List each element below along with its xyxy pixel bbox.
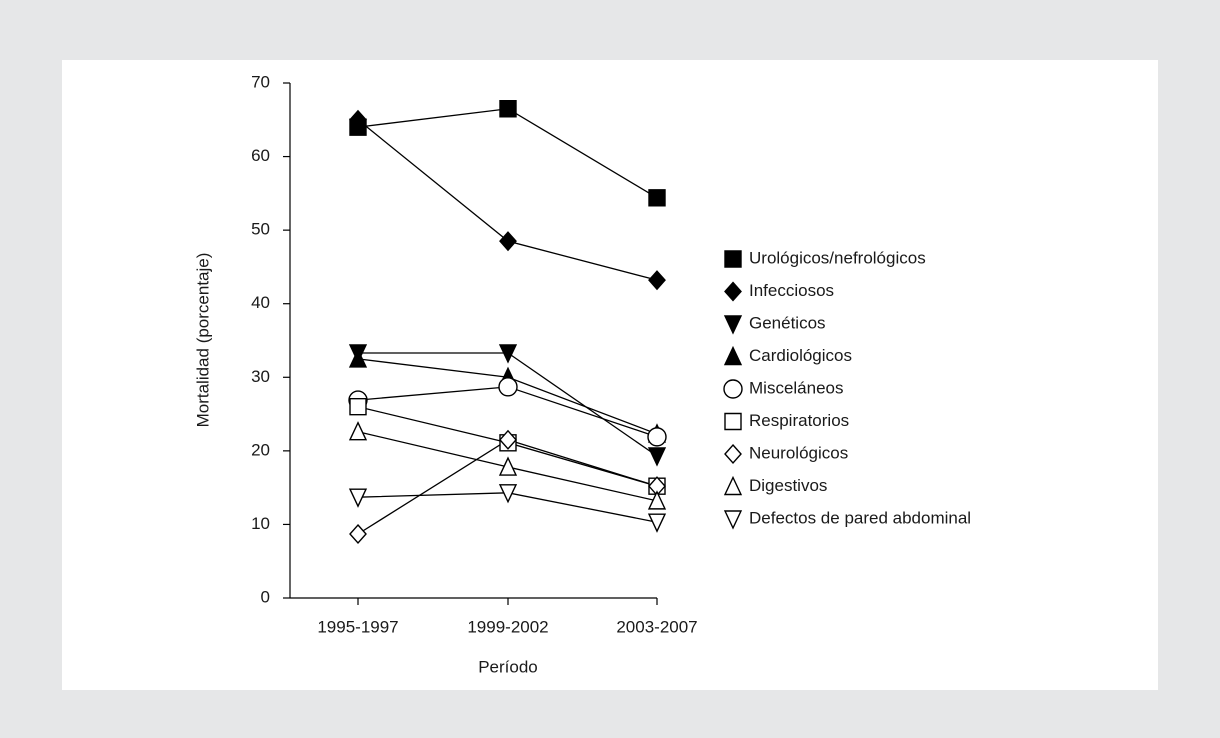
x-tick-label: 2003-2007 bbox=[616, 617, 697, 636]
legend-label: Genéticos bbox=[749, 313, 826, 332]
marker bbox=[348, 488, 368, 508]
marker bbox=[499, 231, 517, 252]
y-tick-label: 10 bbox=[251, 514, 270, 533]
marker bbox=[647, 427, 667, 447]
legend-label: Misceláneos bbox=[749, 378, 844, 397]
y-axis-label: Mortalidad (porcentaje) bbox=[193, 253, 212, 428]
y-tick-label: 0 bbox=[261, 587, 270, 606]
x-axis-label: Período bbox=[478, 657, 538, 676]
marker bbox=[498, 344, 518, 364]
y-tick-label: 70 bbox=[251, 72, 270, 91]
legend-label: Urológicos/nefrológicos bbox=[749, 248, 926, 267]
marker bbox=[648, 270, 666, 291]
legend-label: Digestivos bbox=[749, 476, 827, 495]
legend-marker bbox=[723, 315, 743, 335]
marker bbox=[499, 100, 517, 118]
marker bbox=[349, 109, 367, 130]
chart-panel bbox=[62, 60, 1158, 690]
marker bbox=[647, 447, 667, 467]
marker bbox=[498, 377, 518, 397]
y-tick-label: 30 bbox=[251, 367, 270, 386]
marker bbox=[349, 523, 367, 545]
marker bbox=[499, 429, 517, 450]
marker bbox=[647, 513, 667, 533]
marker bbox=[498, 456, 518, 476]
legend-label: Cardiológicos bbox=[749, 346, 852, 365]
legend-label: Respiratorios bbox=[749, 411, 849, 430]
y-tick-label: 50 bbox=[251, 220, 270, 239]
legend-marker bbox=[723, 475, 743, 496]
marker bbox=[348, 421, 368, 441]
marker bbox=[648, 189, 666, 207]
legend-marker bbox=[723, 510, 743, 530]
x-tick-label: 1995-1997 bbox=[317, 617, 398, 636]
marker bbox=[647, 490, 667, 510]
legend-marker bbox=[723, 345, 743, 366]
legend-marker bbox=[724, 443, 742, 465]
marker bbox=[498, 484, 518, 504]
legend-label: Neurológicos bbox=[749, 443, 848, 462]
y-tick-label: 20 bbox=[251, 440, 270, 459]
marker bbox=[348, 348, 368, 368]
legend-marker bbox=[724, 412, 742, 431]
y-tick-label: 60 bbox=[251, 146, 270, 165]
x-tick-label: 1999-2002 bbox=[467, 617, 548, 636]
legend-marker bbox=[723, 379, 743, 399]
legend-marker bbox=[724, 250, 742, 268]
y-tick-label: 40 bbox=[251, 293, 270, 312]
marker bbox=[349, 398, 367, 416]
legend-label: Defectos de pared abdominal bbox=[749, 508, 971, 527]
legend-marker bbox=[724, 281, 742, 302]
legend-label: Infecciosos bbox=[749, 281, 834, 300]
